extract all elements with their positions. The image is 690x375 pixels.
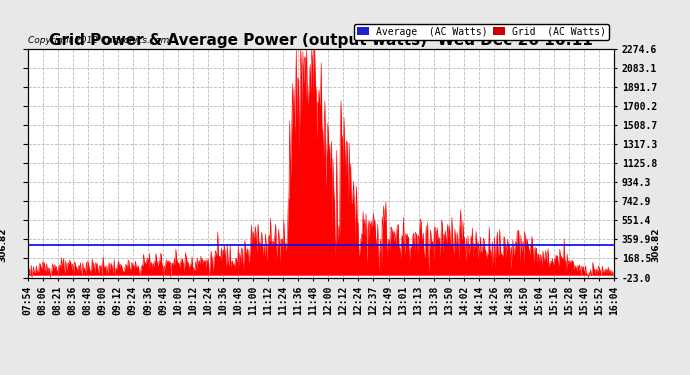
Text: 306.82: 306.82 — [0, 227, 7, 262]
Text: 306.82: 306.82 — [651, 227, 660, 262]
Text: Copyright 2012 Cartronics.com: Copyright 2012 Cartronics.com — [28, 36, 169, 45]
Legend: Average  (AC Watts), Grid  (AC Watts): Average (AC Watts), Grid (AC Watts) — [354, 24, 609, 40]
Title: Grid Power & Average Power (output watts)  Wed Dec 26 16:11: Grid Power & Average Power (output watts… — [49, 33, 593, 48]
